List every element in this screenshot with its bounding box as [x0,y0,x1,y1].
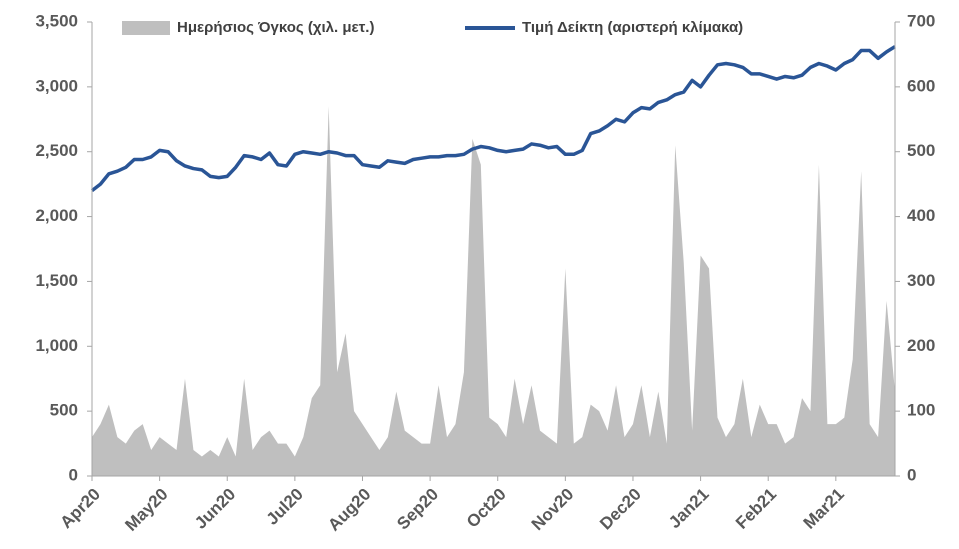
x-tick-label: Oct20 [463,485,510,532]
x-tick-label: Apr20 [56,485,104,533]
y-tick-label: 500 [50,401,78,420]
x-tick-label: Jul20 [263,485,307,529]
y2-tick-label: 500 [907,141,935,160]
index-line [90,45,896,193]
y-tick-label: 1,000 [35,336,78,355]
legend-label: Ημερήσιος Όγκος (χιλ. μετ.) [177,19,374,36]
y-tick-label: 2,000 [35,206,78,225]
x-tick-label: Sep20 [393,485,442,534]
y2-tick-label: 700 [907,11,935,30]
x-tick-label: Nov20 [528,485,578,535]
x-tick-label: Jan21 [665,485,713,533]
y2-tick-label: 300 [907,271,935,290]
y2-tick-label: 200 [907,336,935,355]
x-tick-label: Jun20 [191,485,239,533]
x-tick-label: May20 [121,485,171,535]
y-tick-label: 2,500 [35,141,78,160]
y-tick-label: 3,000 [35,76,78,95]
x-tick-label: Feb21 [732,485,780,533]
y-tick-label: 3,500 [35,11,78,30]
volume-area [92,106,895,477]
legend-label: Τιμή Δείκτη (αριστερή κλίμακα) [522,19,743,36]
y2-tick-label: 100 [907,401,935,420]
y2-tick-label: 0 [907,465,916,484]
x-tick-label: Aug20 [324,485,374,535]
x-tick-label: Dec20 [596,485,645,534]
legend-swatch-area [122,21,170,35]
y-tick-label: 1,500 [35,271,78,290]
x-tick-label: Mar21 [800,485,848,533]
y-tick-label: 0 [69,465,78,484]
y2-tick-label: 400 [907,206,935,225]
y2-tick-label: 600 [907,76,935,95]
